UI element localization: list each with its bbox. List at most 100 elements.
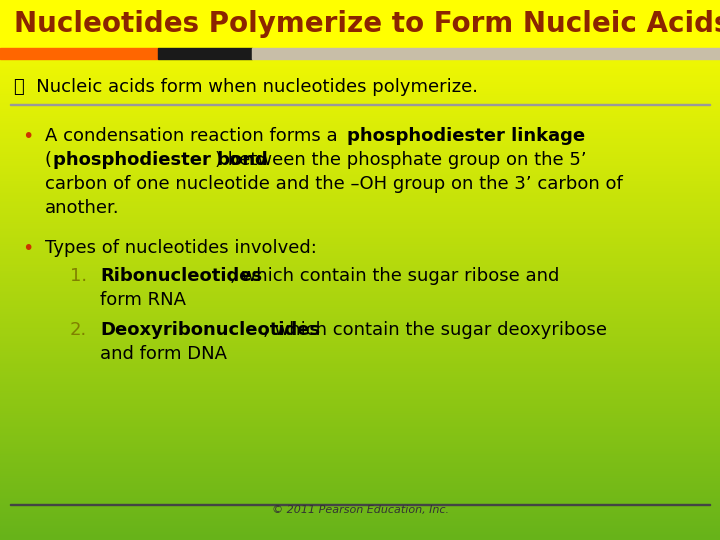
Bar (0, 355, 720, 356)
Bar (0, 112, 720, 113)
Bar (0, 398, 720, 400)
Bar (0, 531, 720, 533)
Bar (0, 420, 720, 421)
Bar (0, 285, 720, 286)
Bar (0, 106, 720, 108)
Bar (0, 0, 720, 48)
Bar (0, 167, 720, 169)
Bar (0, 277, 720, 279)
Bar (0, 252, 720, 254)
Text: phosphodiester bond: phosphodiester bond (53, 151, 268, 169)
Bar (0, 255, 720, 258)
Bar (0, 113, 720, 115)
Bar (0, 20, 720, 22)
Bar (0, 180, 720, 182)
Bar (0, 119, 720, 120)
Bar (0, 207, 720, 209)
Bar (0, 243, 720, 245)
Bar (0, 23, 720, 25)
Bar (0, 474, 720, 475)
Bar (0, 92, 720, 93)
Bar (0, 187, 720, 189)
Bar (0, 363, 720, 366)
Text: 1.: 1. (70, 267, 87, 285)
Bar (0, 34, 720, 36)
Bar (0, 4, 720, 5)
Bar (0, 360, 720, 362)
Bar (0, 371, 720, 373)
Bar (0, 144, 720, 146)
Bar (0, 383, 720, 385)
Bar (0, 382, 720, 383)
Bar (0, 25, 720, 27)
Text: •: • (22, 239, 33, 258)
Bar (0, 177, 720, 178)
Bar (0, 153, 720, 155)
Bar (0, 466, 720, 468)
Bar (0, 297, 720, 299)
Bar (0, 166, 720, 167)
Bar (0, 461, 720, 463)
Bar (0, 447, 720, 448)
Bar (0, 508, 720, 509)
Bar (0, 239, 720, 241)
Bar (0, 342, 720, 344)
Bar (0, 385, 720, 387)
Bar (0, 184, 720, 185)
Bar (0, 403, 720, 405)
Bar (0, 174, 720, 177)
Bar (0, 128, 720, 130)
Bar (0, 61, 720, 63)
Bar (0, 196, 720, 198)
Bar (0, 279, 720, 281)
Bar (0, 459, 720, 461)
Bar (0, 42, 720, 43)
Bar (0, 86, 720, 88)
Bar (0, 147, 720, 150)
Bar (0, 151, 720, 153)
Bar (0, 270, 720, 272)
Bar (0, 162, 720, 164)
Bar (0, 538, 720, 540)
Bar (0, 189, 720, 191)
Bar (0, 140, 720, 142)
Bar (0, 524, 720, 525)
Bar (0, 227, 720, 228)
Bar (0, 282, 720, 285)
Bar (0, 421, 720, 423)
Bar (0, 29, 720, 31)
Bar (0, 133, 720, 135)
Bar (0, 81, 720, 83)
Bar (0, 223, 720, 225)
Bar (0, 380, 720, 382)
Bar (0, 275, 720, 277)
Bar (158, 48, 252, 59)
Bar (0, 317, 720, 319)
Text: form RNA: form RNA (100, 291, 186, 309)
Bar (252, 48, 720, 59)
Bar (0, 373, 720, 374)
Bar (0, 90, 720, 92)
Bar (0, 218, 720, 220)
Bar (0, 58, 720, 59)
Bar (0, 329, 720, 331)
Bar (0, 108, 720, 110)
Bar (0, 475, 720, 477)
Bar (0, 263, 720, 265)
Bar (0, 427, 720, 428)
Bar (0, 54, 720, 56)
Bar (0, 72, 720, 74)
Bar (0, 5, 720, 7)
Bar (0, 414, 720, 416)
Bar (0, 47, 720, 49)
Bar (0, 16, 720, 18)
Bar (0, 31, 720, 32)
Bar (0, 185, 720, 187)
Bar (0, 12, 720, 15)
Bar (0, 288, 720, 290)
Bar (0, 463, 720, 464)
Bar (0, 301, 720, 302)
Bar (10, 504, 710, 505)
Bar (0, 450, 720, 452)
Bar (0, 468, 720, 470)
